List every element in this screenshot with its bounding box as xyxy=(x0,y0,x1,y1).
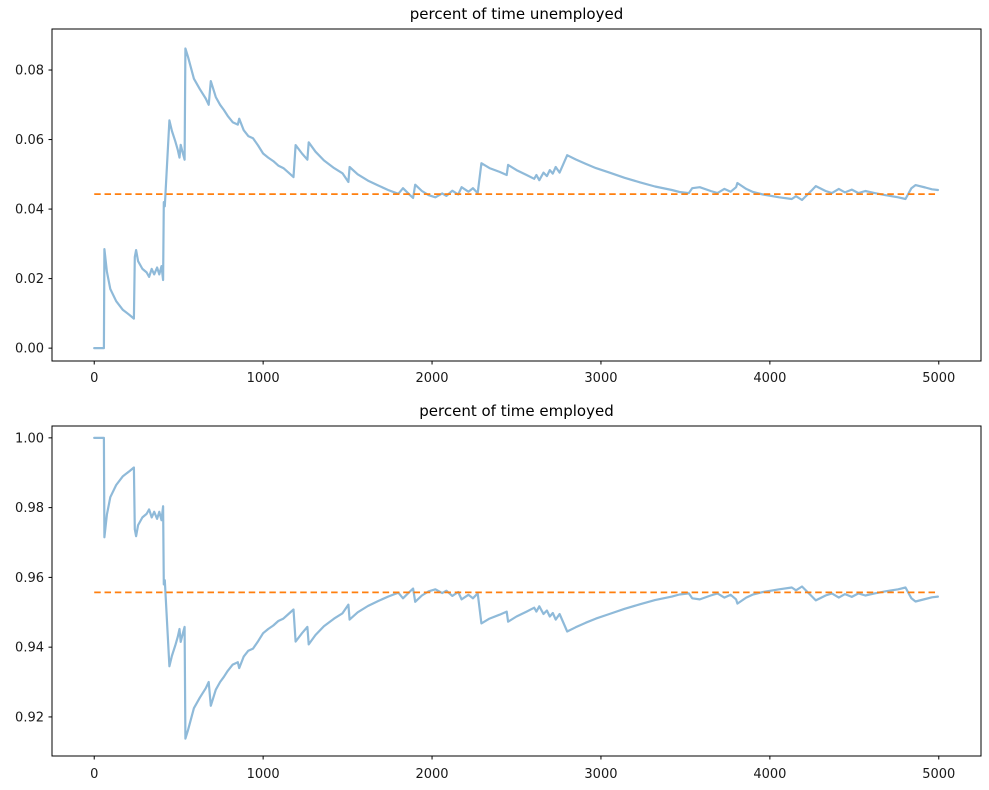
y-tick-label: 0.04 xyxy=(15,203,44,218)
x-tick-label: 3000 xyxy=(584,371,617,386)
y-tick-label: 0.06 xyxy=(15,133,44,148)
x-tick-label: 2000 xyxy=(415,767,448,782)
plot-border xyxy=(51,28,982,362)
x-tick-label: 5000 xyxy=(922,371,955,386)
x-tick-label: 3000 xyxy=(584,767,617,782)
simulated-fraction-employed-line xyxy=(93,436,940,740)
y-tick-label: 0.96 xyxy=(15,571,44,586)
x-tick-label: 0 xyxy=(90,371,98,386)
x-tick-label: 5000 xyxy=(922,767,955,782)
y-tick-label: 0.94 xyxy=(15,641,44,656)
unemployed-chart: 0 1000 2000 3000 4000 5000 0.00 0.02 0.04 0.06 0.0… xyxy=(15,28,982,386)
unemployed-chart-title: percent of time unemployed xyxy=(409,5,624,23)
y-tick-label: 0.92 xyxy=(15,710,44,725)
employed-chart-title: percent of time employed xyxy=(419,402,614,420)
y-tick-label: 0.98 xyxy=(15,501,44,516)
x-tick-label: 0 xyxy=(90,767,98,782)
y-tick-label: 0.08 xyxy=(15,64,44,79)
x-tick-label: 2000 xyxy=(415,371,448,386)
y-tick-label: 0.00 xyxy=(15,342,44,357)
x-tick-label: 1000 xyxy=(247,767,280,782)
plot-border xyxy=(51,425,982,757)
y-tick-label: 0.02 xyxy=(15,272,44,287)
employed-chart: 0 1000 2000 3000 4000 5000 0.92 0.94 0.96 0.98 1.0… xyxy=(15,425,982,782)
simulated-fraction-unemployed-line xyxy=(93,47,940,350)
x-tick-label: 1000 xyxy=(247,371,280,386)
x-tick-label: 4000 xyxy=(753,371,786,386)
y-tick-label: 1.00 xyxy=(15,431,44,446)
x-tick-label: 4000 xyxy=(753,767,786,782)
